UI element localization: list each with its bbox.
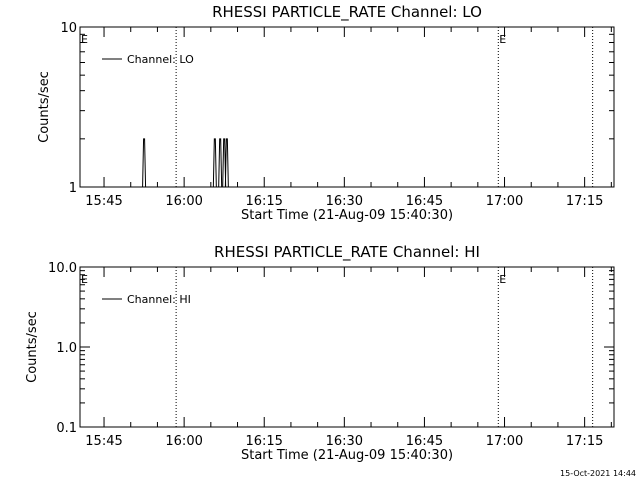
- data-spike: [224, 138, 229, 188]
- y-tick-label: 10.0: [48, 261, 77, 276]
- x-axis-label: Start Time (21-Aug-09 15:40:30): [241, 208, 453, 223]
- x-tick-label: 16:30: [326, 194, 363, 209]
- y-tick-label: 10: [60, 21, 77, 36]
- data-spike: [142, 138, 147, 188]
- footer-timestamp: 15-Oct-2021 14:44: [560, 469, 636, 478]
- plot-frame: [79, 26, 615, 188]
- y-tick-label: 1: [69, 181, 77, 196]
- x-axis-label: Start Time (21-Aug-09 15:40:30): [241, 448, 453, 463]
- x-tick-label: 16:00: [165, 194, 202, 209]
- data-spike: [222, 138, 227, 188]
- chart-title: RHESSI PARTICLE_RATE Channel: HI: [214, 243, 480, 262]
- x-tick-label: 17:00: [486, 194, 523, 209]
- data-spike: [212, 138, 217, 188]
- x-tick-label: 17:00: [486, 434, 523, 449]
- x-tick-label: 15:45: [85, 434, 122, 449]
- y-tick-label: 0.1: [56, 421, 77, 436]
- event-marker: E: [499, 33, 506, 46]
- plot-frame: [79, 266, 615, 428]
- x-tick-label: 16:30: [326, 434, 363, 449]
- event-marker: E: [81, 33, 88, 46]
- event-marker: E: [499, 273, 506, 286]
- event-marker: E: [81, 273, 88, 286]
- y-tick-label: 1.0: [56, 341, 77, 356]
- x-tick-label: 16:45: [406, 434, 443, 449]
- x-tick-label: 16:45: [406, 194, 443, 209]
- y-axis-label: Counts/sec: [25, 311, 40, 383]
- x-tick-label: 16:00: [165, 434, 202, 449]
- y-axis-label: Counts/sec: [37, 71, 52, 143]
- x-tick-label: 15:45: [85, 194, 122, 209]
- x-tick-label: 16:15: [245, 194, 282, 209]
- x-tick-label: 16:15: [245, 434, 282, 449]
- chart-title: RHESSI PARTICLE_RATE Channel: LO: [212, 3, 482, 22]
- legend-entry: Channel: HI: [127, 293, 191, 306]
- x-tick-label: 17:15: [566, 434, 603, 449]
- data-spike: [218, 138, 223, 188]
- legend-entry: Channel: LO: [127, 53, 194, 66]
- x-tick-label: 17:15: [566, 194, 603, 209]
